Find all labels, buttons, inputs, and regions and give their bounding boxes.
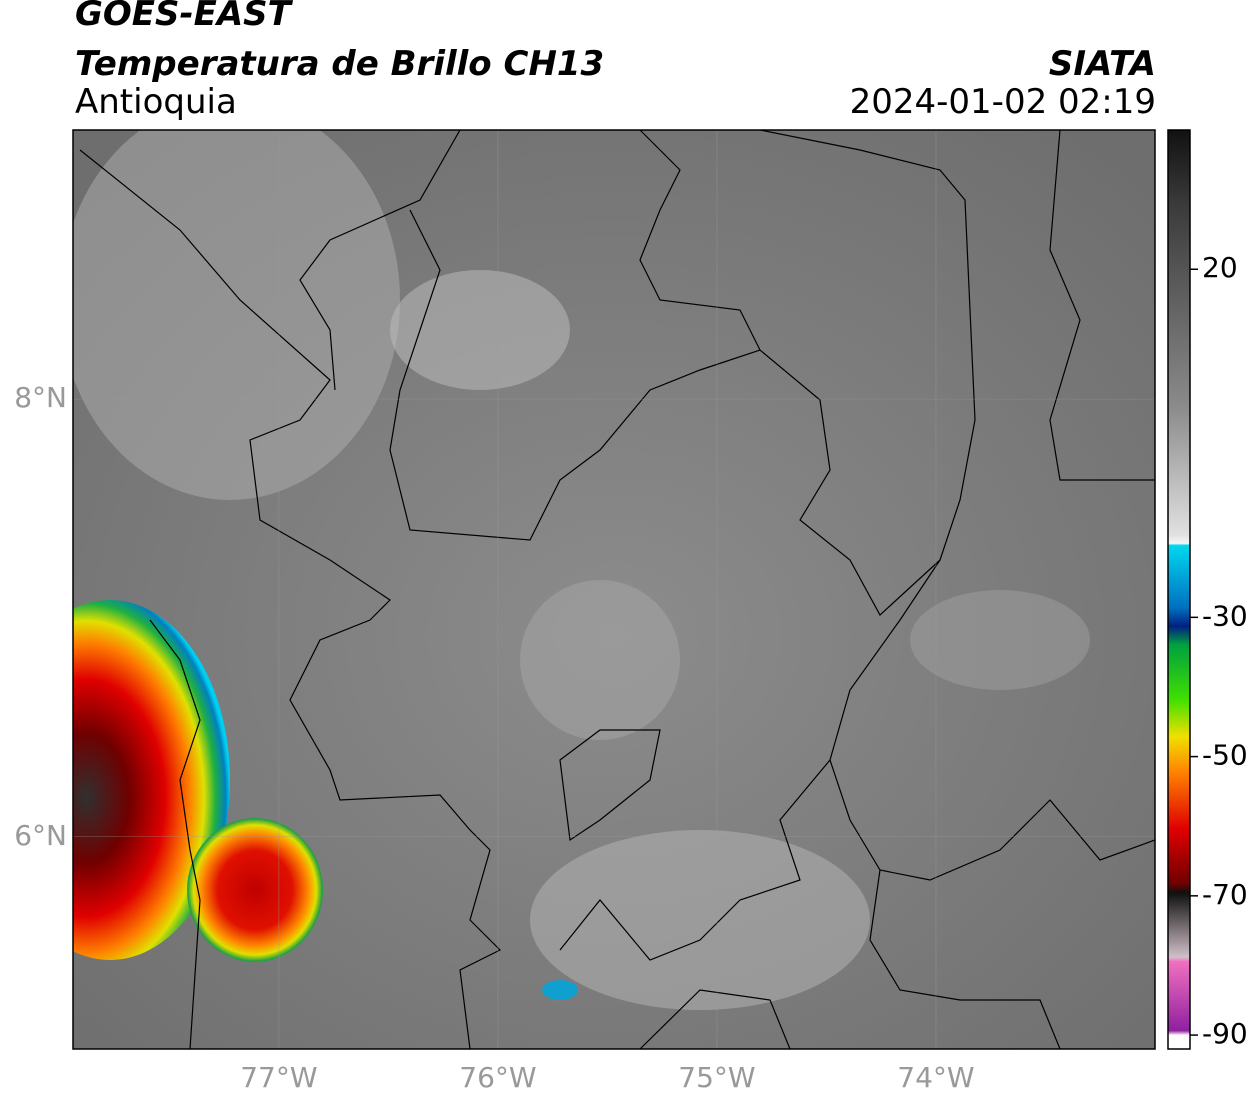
- x-tick-label: 76°W: [459, 1061, 536, 1094]
- timestamp: 2024-01-02 02:19: [849, 82, 1156, 122]
- x-tick-label: 74°W: [897, 1061, 974, 1094]
- title: GOES-EAST: [75, 0, 291, 34]
- colorbar-tick-label: -70: [1202, 878, 1248, 911]
- region: Antioquia: [75, 82, 237, 122]
- colorbar-tick-label: -30: [1202, 599, 1248, 632]
- colorbar-tick-label: -90: [1202, 1017, 1248, 1050]
- y-tick-label: 8°N: [14, 381, 67, 414]
- subtitle: Temperatura de Brillo CH13: [75, 44, 605, 84]
- colorbar-tick-label: 20: [1202, 251, 1238, 284]
- x-tick-label: 77°W: [240, 1061, 317, 1094]
- colorbar: [1167, 129, 1191, 1050]
- source: SIATA: [1048, 44, 1156, 84]
- y-tick-label: 6°N: [14, 819, 67, 852]
- x-tick-label: 75°W: [678, 1061, 755, 1094]
- grid: [73, 130, 1155, 1049]
- colorbar-tick-label: -50: [1202, 739, 1248, 772]
- imagery: [73, 130, 1155, 1049]
- map-frame: [72, 129, 1156, 1050]
